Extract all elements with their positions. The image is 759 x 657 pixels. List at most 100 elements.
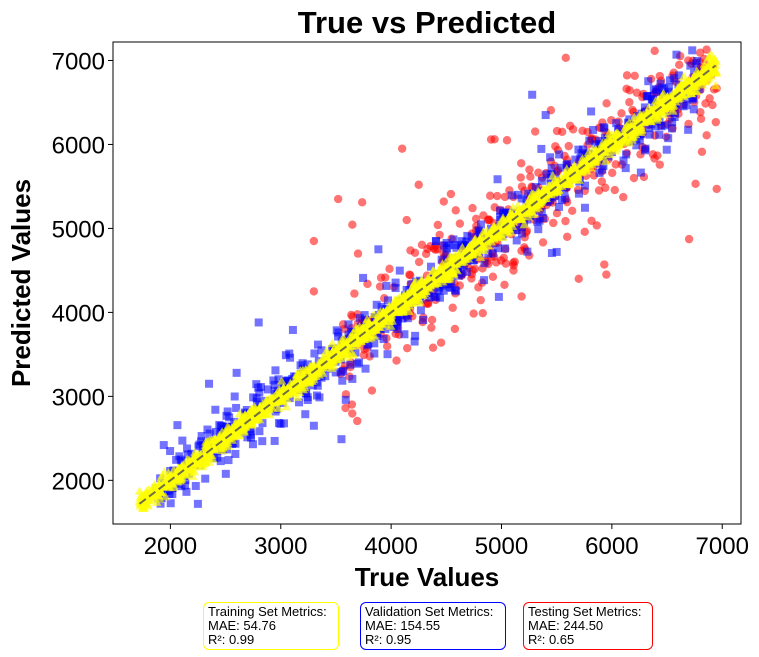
validation-point	[183, 444, 192, 453]
train-point	[147, 493, 158, 502]
test-point	[357, 198, 367, 207]
train-point	[329, 343, 340, 352]
test-point	[500, 280, 509, 289]
test-point	[406, 246, 415, 255]
validation-point	[537, 144, 546, 153]
validation-point	[435, 293, 444, 302]
plot-area-frame	[112, 41, 742, 525]
test-point	[499, 253, 508, 263]
test-point	[574, 274, 583, 284]
train-point	[298, 365, 308, 374]
train-point	[660, 106, 670, 116]
test-point	[619, 192, 628, 202]
test-point	[341, 403, 350, 413]
validation-point	[594, 136, 603, 145]
identity-reference-line	[138, 64, 717, 505]
test-point	[385, 264, 394, 274]
validation-point	[546, 153, 555, 162]
validation-point	[425, 293, 434, 302]
train-point	[415, 289, 426, 298]
validation-point	[688, 46, 697, 55]
train-point	[604, 128, 614, 138]
validation-point	[645, 130, 654, 139]
train-point	[673, 84, 684, 93]
test-point	[470, 264, 480, 274]
train-point	[395, 292, 405, 302]
validation-point	[537, 176, 546, 185]
test-point	[403, 343, 412, 353]
train-point	[331, 354, 342, 364]
train-point	[158, 479, 169, 488]
validation-point	[252, 380, 261, 389]
validation-metrics-title: Validation Set Metrics:	[365, 604, 494, 619]
validation-point	[467, 233, 476, 242]
validation-point	[651, 122, 660, 131]
validation-point	[231, 449, 240, 458]
test-point	[561, 216, 570, 226]
validation-point	[543, 198, 552, 207]
validation-point	[451, 240, 460, 249]
test-point	[467, 274, 476, 283]
train-point	[555, 172, 566, 182]
validation-point	[686, 61, 695, 70]
train-point	[448, 252, 459, 262]
test-point	[552, 209, 562, 218]
test-point	[433, 245, 442, 254]
train-point	[281, 401, 292, 411]
test-point	[350, 289, 359, 298]
train-point	[687, 86, 697, 96]
train-point	[423, 282, 433, 291]
validation-point	[263, 385, 272, 394]
validation-point	[523, 247, 532, 256]
test-point	[428, 343, 438, 352]
test-point	[455, 219, 465, 228]
validation-point	[660, 84, 669, 93]
validation-point	[178, 436, 187, 445]
validation-point	[512, 236, 521, 245]
train-point	[535, 196, 545, 205]
train-point	[657, 90, 668, 100]
validation-point	[668, 117, 677, 126]
train-point	[649, 109, 659, 119]
validation-point	[193, 499, 202, 508]
test-point	[600, 260, 609, 269]
validation-point	[655, 130, 664, 139]
train-point	[630, 129, 641, 139]
validation-point	[622, 150, 631, 159]
test-point	[625, 86, 634, 95]
test-point	[414, 257, 424, 267]
validation-point	[498, 208, 507, 217]
validation-point	[581, 181, 590, 190]
train-point	[276, 389, 286, 398]
validation-point	[255, 427, 264, 436]
test-point	[711, 117, 721, 127]
test-point	[478, 308, 487, 318]
train-point	[493, 232, 503, 241]
train-point	[437, 273, 448, 283]
test-point	[492, 258, 501, 267]
x-axis-label: True Values	[355, 562, 500, 592]
train-point	[203, 436, 213, 445]
validation-point	[232, 403, 241, 412]
train-point	[475, 252, 486, 261]
train-point	[413, 278, 424, 288]
train-point	[445, 267, 456, 277]
y-axis-label: Predicted Values	[6, 179, 36, 387]
train-point	[697, 74, 707, 83]
train-point	[423, 273, 433, 283]
validation-point	[494, 244, 503, 253]
train-point	[591, 146, 602, 155]
train-point	[413, 297, 424, 307]
validation-point	[647, 95, 656, 104]
validation-point	[312, 391, 321, 400]
test-point	[602, 99, 611, 108]
validation-point	[462, 237, 471, 246]
train-point	[443, 262, 454, 271]
train-point	[544, 181, 555, 190]
validation-point	[652, 88, 661, 97]
validation-point	[166, 499, 175, 508]
test-point	[421, 249, 431, 259]
validation-point	[507, 191, 516, 200]
validation-point	[410, 337, 419, 346]
validation-point	[274, 419, 283, 428]
